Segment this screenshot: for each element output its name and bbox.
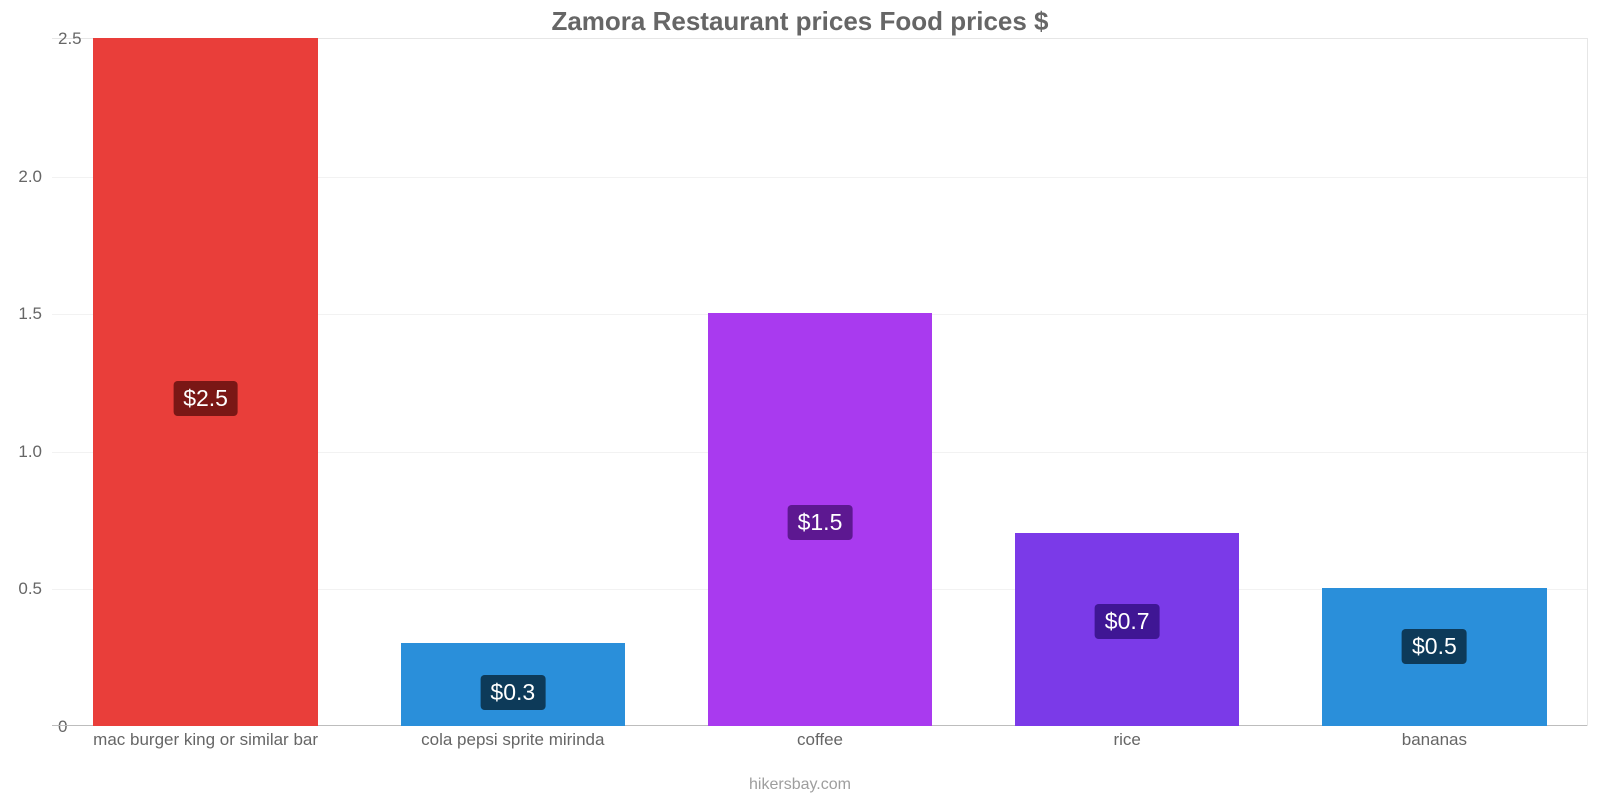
y-tick-label: 1.0	[18, 442, 52, 462]
bar: $0.3	[401, 643, 625, 726]
x-axis-labels: mac burger king or similar bar cola pepsi…	[52, 730, 1588, 760]
bar-value-label: $2.5	[173, 381, 238, 416]
bar: $0.5	[1322, 588, 1546, 726]
x-tick-label: coffee	[797, 730, 843, 750]
x-tick-label: rice	[1113, 730, 1140, 750]
bar: $1.5	[708, 313, 932, 726]
x-tick-label: bananas	[1402, 730, 1467, 750]
y-tick-label: 1.5	[18, 304, 52, 324]
x-tick-label: cola pepsi sprite mirinda	[421, 730, 604, 750]
bar: $2.5	[93, 38, 317, 726]
bar-value-label: $0.5	[1402, 629, 1467, 664]
y-tick-label: 2.0	[18, 167, 52, 187]
bars-group: $2.5 $0.3 $1.5 $0.7 $0.5	[52, 39, 1587, 726]
bar-chart: Zamora Restaurant prices Food prices $ 0…	[0, 0, 1600, 800]
chart-title: Zamora Restaurant prices Food prices $	[0, 6, 1600, 37]
x-tick-label: mac burger king or similar bar	[93, 730, 318, 750]
y-tick-label: 0.5	[18, 579, 52, 599]
bar-value-label: $1.5	[788, 505, 853, 540]
bar-value-label: $0.3	[480, 675, 545, 710]
bar: $0.7	[1015, 533, 1239, 726]
plot-area: 00.51.01.52.02.5 $2.5$0.3$1.5$0.7$0.5	[52, 38, 1588, 726]
bar-value-label: $0.7	[1095, 604, 1160, 639]
attribution-text: hikersbay.com	[0, 776, 1600, 794]
